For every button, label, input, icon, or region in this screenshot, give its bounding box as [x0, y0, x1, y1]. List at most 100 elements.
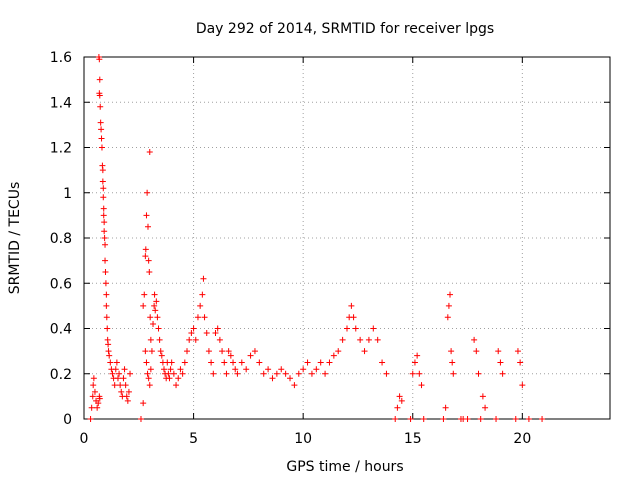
data-point — [450, 370, 457, 377]
data-point — [90, 382, 97, 389]
data-point — [473, 348, 480, 355]
data-point — [232, 366, 239, 373]
data-point — [96, 92, 103, 99]
data-point — [192, 336, 199, 343]
data-points — [87, 54, 546, 422]
data-point — [475, 370, 482, 377]
data-point — [175, 375, 182, 382]
data-point — [148, 348, 155, 355]
data-point — [194, 314, 201, 321]
data-point — [177, 366, 184, 373]
data-point — [350, 314, 357, 321]
y-axis-label: SRMTID / TECUs — [7, 182, 23, 295]
data-point — [199, 291, 206, 298]
data-point — [205, 348, 212, 355]
data-point — [322, 370, 329, 377]
data-point — [102, 257, 109, 264]
data-point — [102, 268, 109, 275]
data-point — [154, 314, 161, 321]
y-tick-label: 0 — [63, 412, 72, 428]
data-point — [273, 370, 280, 377]
data-point — [291, 382, 298, 389]
data-point — [344, 325, 350, 332]
data-point — [98, 144, 105, 151]
y-tick-label: 1.6 — [50, 50, 72, 66]
data-point — [99, 178, 106, 185]
data-point — [394, 404, 401, 411]
data-point — [442, 404, 449, 411]
data-point — [304, 359, 311, 366]
data-point — [150, 320, 157, 327]
data-point — [203, 330, 210, 337]
data-point — [348, 302, 355, 309]
data-point — [170, 370, 177, 377]
data-point — [105, 348, 112, 355]
data-point — [497, 359, 504, 366]
data-point — [335, 348, 342, 355]
data-point — [188, 330, 195, 337]
data-point — [411, 359, 418, 366]
data-point — [89, 393, 96, 400]
data-point — [95, 400, 102, 407]
data-point — [121, 366, 128, 373]
data-point — [396, 393, 403, 400]
data-point — [416, 370, 423, 377]
data-point — [140, 302, 147, 309]
data-point — [144, 223, 151, 230]
data-point — [143, 212, 150, 219]
data-point — [519, 382, 526, 389]
data-point — [98, 135, 105, 142]
data-point — [156, 336, 163, 343]
data-point — [96, 76, 103, 83]
data-point — [96, 56, 103, 63]
data-point — [379, 359, 386, 366]
data-point — [265, 366, 272, 373]
data-point — [514, 348, 521, 355]
data-point — [146, 149, 153, 156]
data-point — [260, 370, 267, 377]
data-point — [197, 302, 204, 309]
data-point — [200, 275, 207, 282]
y-tick-label: 1 — [63, 186, 72, 202]
data-point — [208, 359, 215, 366]
data-point — [190, 325, 197, 332]
data-point — [234, 370, 241, 377]
data-point — [184, 348, 191, 355]
data-point — [308, 370, 315, 377]
data-point — [100, 185, 107, 192]
data-point — [448, 348, 455, 355]
data-point — [247, 352, 254, 359]
data-point — [168, 359, 175, 366]
y-tick-label: 1.4 — [50, 95, 72, 111]
data-point — [117, 382, 124, 389]
data-point — [216, 336, 223, 343]
data-point — [105, 341, 112, 348]
data-point — [153, 298, 160, 305]
data-point — [103, 291, 110, 298]
data-point — [87, 416, 94, 422]
x-tick-label: 10 — [294, 431, 312, 447]
data-point — [147, 336, 154, 343]
data-point — [512, 416, 519, 422]
data-point — [210, 370, 217, 377]
data-point — [317, 359, 324, 366]
data-point — [493, 416, 500, 422]
data-point — [102, 241, 109, 248]
data-point — [444, 314, 451, 321]
data-point — [407, 416, 414, 422]
data-point — [151, 291, 158, 298]
data-point — [94, 404, 101, 411]
data-point — [144, 370, 151, 377]
data-point — [238, 359, 245, 366]
data-point — [313, 366, 320, 373]
grid — [84, 57, 610, 419]
data-point — [409, 370, 416, 377]
data-point — [141, 291, 148, 298]
data-point — [219, 348, 226, 355]
data-point — [127, 370, 134, 377]
data-point — [525, 416, 532, 422]
data-point — [398, 397, 405, 404]
data-point — [251, 348, 258, 355]
data-point — [212, 330, 219, 337]
data-point — [256, 359, 263, 366]
